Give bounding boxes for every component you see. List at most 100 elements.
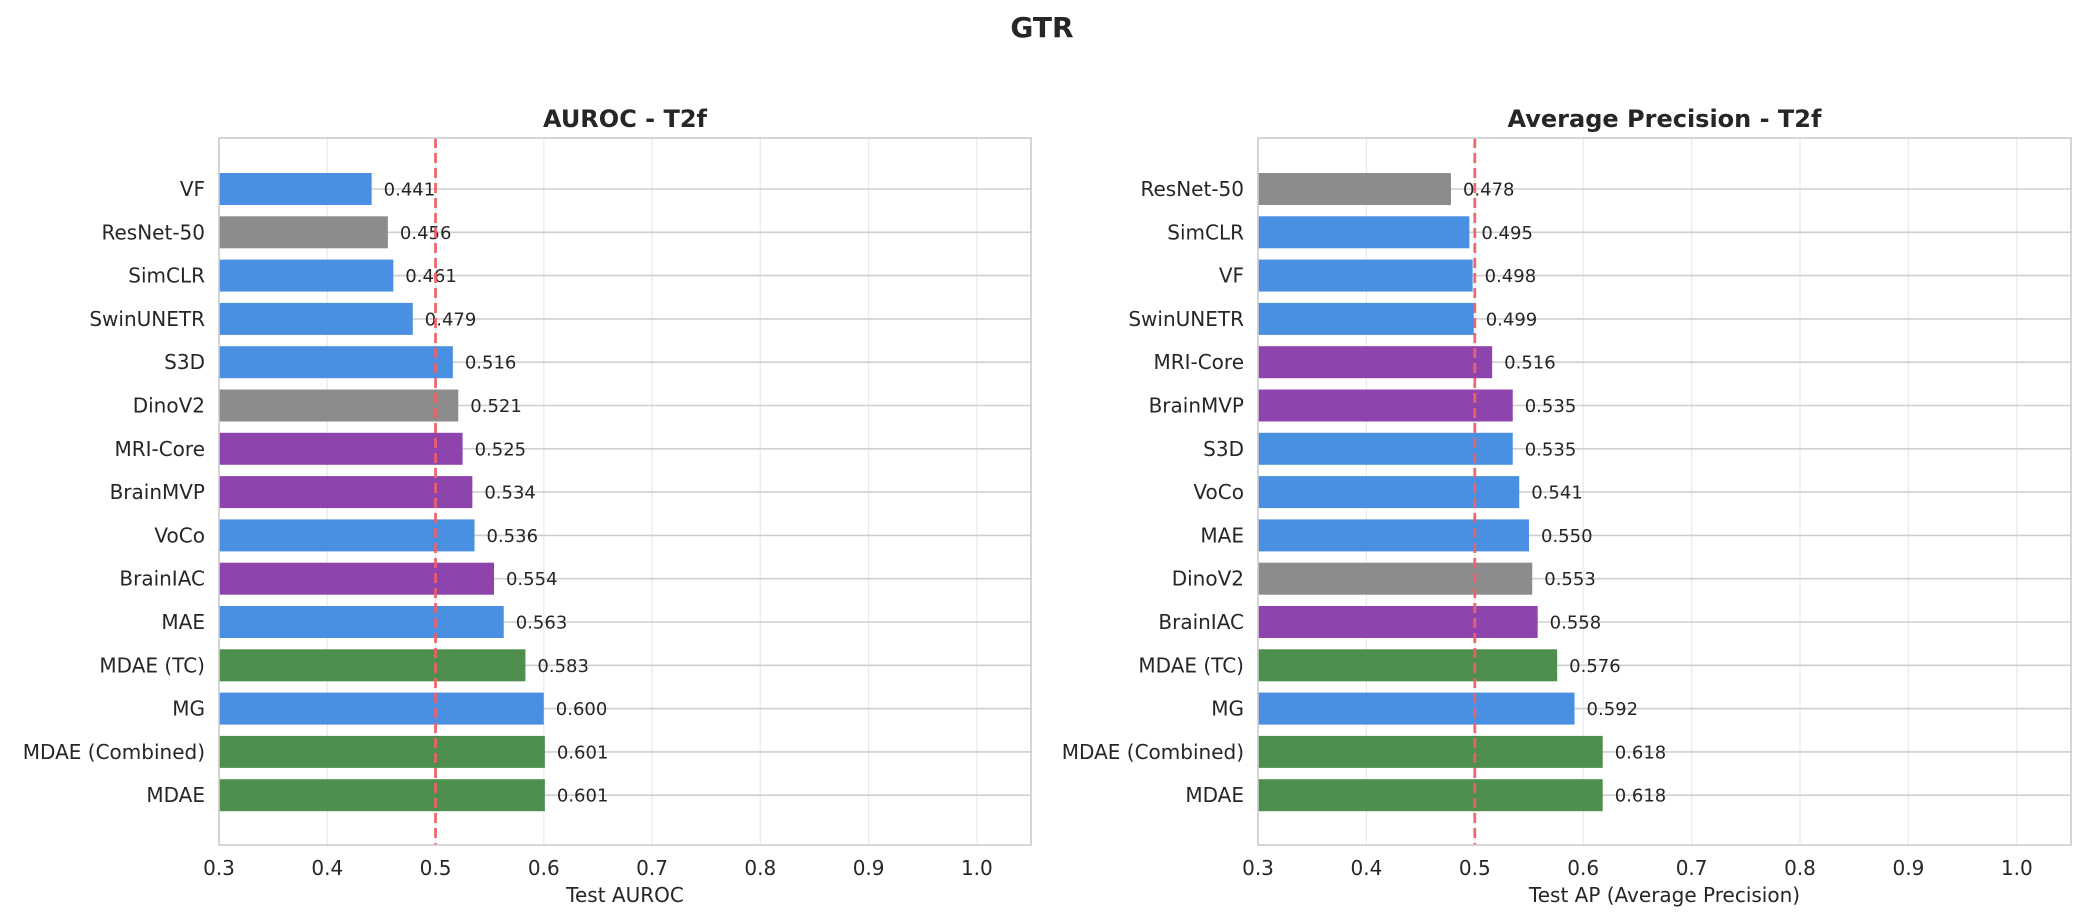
value-label-brainmvp: 0.534 — [484, 483, 536, 504]
bar-mdae-combined — [1258, 735, 1603, 768]
value-label-brainmvp: 0.535 — [1525, 396, 1577, 417]
y-tick-label: ResNet-50 — [1141, 177, 1245, 201]
x-tick-label: 0.3 — [203, 856, 235, 880]
y-tick-label: MDAE (TC) — [99, 653, 205, 677]
bar-voco — [1258, 476, 1520, 509]
value-label-resnet-50: 0.456 — [400, 223, 452, 244]
value-label-dinov2: 0.553 — [1544, 569, 1596, 590]
y-tick-label: VoCo — [1193, 480, 1244, 504]
auroc-panel: 0.441 0.456 0.461 0.479 0.516 0.521 0.525 0.534… — [23, 105, 1032, 907]
average-precision-panel: 0.478 0.495 0.498 0.499 0.516 0.535 0.535 0.541… — [1062, 105, 2072, 907]
bar-mg — [1258, 692, 1575, 725]
value-label-mri-core: 0.525 — [475, 439, 527, 460]
bar-swinunetr — [219, 302, 413, 335]
x-tick-label: 0.6 — [528, 856, 560, 880]
value-label-mdae-tc: 0.576 — [1569, 656, 1621, 677]
bar-simclr — [1258, 216, 1470, 249]
bar-brainiac — [1258, 606, 1538, 638]
value-label-mdae: 0.618 — [1615, 786, 1667, 807]
value-label-mdae-combined: 0.601 — [557, 742, 609, 763]
bar-mdae — [1258, 779, 1603, 812]
y-tick-label: BrainMVP — [1149, 394, 1244, 418]
y-tick-label: VoCo — [154, 523, 205, 547]
x-tick-label: 0.9 — [853, 856, 885, 880]
y-tick-label: MDAE (Combined) — [23, 740, 205, 764]
bar-mae — [1258, 519, 1529, 552]
panel-title: AUROC - T2f — [543, 105, 708, 133]
x-tick-label: 0.3 — [1242, 856, 1274, 880]
panel-title: Average Precision - T2f — [1508, 105, 1822, 133]
y-tick-label: BrainIAC — [119, 567, 205, 591]
bar-dinov2 — [1258, 562, 1533, 595]
x-axis-label: Test AUROC — [565, 883, 684, 907]
x-tick-label: 0.4 — [311, 856, 343, 880]
bar-vf — [1258, 259, 1473, 292]
y-tick-label: DinoV2 — [1172, 567, 1244, 591]
y-tick-label: MAE — [161, 610, 205, 634]
x-tick-label: 0.6 — [1567, 856, 1599, 880]
value-label-resnet-50: 0.478 — [1463, 180, 1515, 201]
bar-brainmvp — [219, 476, 473, 509]
x-tick-label: 0.7 — [636, 856, 668, 880]
y-tick-label: VF — [180, 177, 205, 201]
x-tick-label: 1.0 — [2001, 856, 2033, 880]
bar-mae — [219, 606, 504, 638]
y-tick-label: S3D — [164, 350, 205, 374]
bar-resnet-50 — [1258, 173, 1451, 205]
plot-frame — [1257, 137, 2072, 846]
bar-s3d — [1258, 432, 1513, 465]
value-label-dinov2: 0.521 — [470, 396, 522, 417]
bar-vf — [219, 173, 372, 205]
bar-swinunetr — [1258, 302, 1474, 335]
value-label-swinunetr: 0.499 — [1486, 309, 1538, 330]
plot-frame — [218, 137, 1032, 846]
bar-resnet-50 — [219, 216, 388, 249]
value-label-mdae-combined: 0.618 — [1615, 742, 1667, 763]
value-label-s3d: 0.535 — [1525, 439, 1577, 460]
value-label-s3d: 0.516 — [465, 353, 517, 374]
x-tick-label: 0.9 — [1892, 856, 1924, 880]
x-tick-label: 0.8 — [744, 856, 776, 880]
bar-mri-core — [1258, 346, 1493, 379]
bar-mri-core — [219, 432, 463, 465]
value-label-vf: 0.441 — [384, 180, 436, 201]
value-label-mdae: 0.601 — [557, 786, 609, 807]
value-label-brainiac: 0.558 — [1550, 613, 1602, 634]
y-tick-label: BrainIAC — [1158, 610, 1244, 634]
bar-mdae-tc — [1258, 649, 1558, 682]
y-tick-label: MAE — [1200, 523, 1244, 547]
bar-mg — [219, 692, 544, 725]
y-tick-label: MRI-Core — [1153, 350, 1244, 374]
bar-brainiac — [219, 562, 494, 595]
value-label-mg: 0.600 — [556, 699, 608, 720]
value-label-mg: 0.592 — [1587, 699, 1639, 720]
value-label-mae: 0.550 — [1541, 526, 1593, 547]
y-tick-label: ResNet-50 — [102, 220, 206, 244]
y-tick-label: BrainMVP — [110, 480, 205, 504]
bar-mdae-tc — [219, 649, 526, 682]
x-tick-label: 0.5 — [420, 856, 452, 880]
y-tick-label: SimCLR — [1167, 220, 1244, 244]
y-tick-label: MDAE (Combined) — [1062, 740, 1244, 764]
y-tick-label: SwinUNETR — [89, 307, 205, 331]
bar-s3d — [219, 346, 453, 379]
value-label-voco: 0.536 — [487, 526, 539, 547]
y-tick-label: DinoV2 — [133, 394, 205, 418]
bar-brainmvp — [1258, 389, 1513, 422]
y-tick-label: MDAE — [1185, 783, 1244, 807]
y-tick-label: MG — [1211, 697, 1244, 721]
y-tick-label: MRI-Core — [114, 437, 205, 461]
y-tick-label: MDAE (TC) — [1138, 653, 1244, 677]
y-tick-label: SimCLR — [128, 264, 205, 288]
value-label-vf: 0.498 — [1485, 266, 1537, 287]
bar-mdae — [219, 779, 545, 812]
y-tick-label: S3D — [1203, 437, 1244, 461]
value-label-brainiac: 0.554 — [506, 569, 558, 590]
x-tick-label: 0.7 — [1676, 856, 1708, 880]
value-label-voco: 0.541 — [1531, 483, 1583, 504]
y-tick-label: SwinUNETR — [1128, 307, 1244, 331]
x-tick-label: 0.5 — [1459, 856, 1491, 880]
x-tick-label: 0.4 — [1350, 856, 1382, 880]
value-label-simclr: 0.495 — [1481, 223, 1533, 244]
